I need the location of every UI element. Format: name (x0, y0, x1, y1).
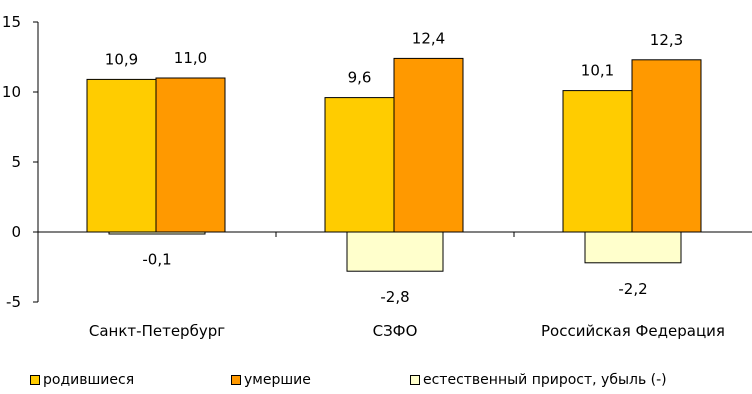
y-tick-label: 15 (2, 13, 21, 31)
data-label-births: 10,9 (105, 50, 138, 68)
x-category-label: Санкт-Петербург (89, 322, 225, 340)
legend-swatch-natural-growth (410, 375, 420, 385)
bar-deaths (393, 57, 464, 233)
y-tick-label: -5 (6, 293, 21, 311)
legend-swatch-deaths (231, 375, 241, 385)
data-label-births: 9,6 (348, 69, 372, 87)
y-tick-label: 5 (11, 153, 21, 171)
data-label-deaths: 12,3 (650, 31, 683, 49)
bar-births (562, 90, 633, 233)
y-tick-label: 10 (2, 83, 21, 101)
legend: родившиеся умершие естественный прирост,… (0, 372, 752, 394)
bar-deaths (155, 77, 226, 233)
bar-deaths (631, 59, 702, 233)
data-label-natural-growth: -2,2 (618, 280, 647, 298)
data-label-natural-growth: -2,8 (380, 288, 409, 306)
x-category-label: СЗФО (373, 322, 418, 340)
bar-natural-growth (346, 231, 444, 272)
x-category-label: Российская Федерация (541, 322, 725, 340)
bar-births (86, 78, 157, 233)
y-tick-label: 0 (11, 223, 21, 241)
data-label-births: 10,1 (581, 62, 614, 80)
bar-births (324, 97, 395, 233)
legend-label-births: родившиеся (43, 372, 135, 388)
data-label-deaths: 12,4 (412, 29, 445, 47)
legend-label-deaths: умершие (244, 372, 311, 388)
legend-swatch-births (30, 375, 40, 385)
data-label-deaths: 11,0 (174, 49, 207, 67)
chart: 15 10 5 0 -5 10,9 11,0 -0,1 Санкт-Петербург 9,6 12… (2, 13, 752, 340)
legend-item-deaths: умершие (231, 372, 311, 388)
bar-natural-growth (584, 231, 682, 264)
data-label-natural-growth: -0,1 (142, 250, 171, 268)
legend-item-natural-growth: естественный прирост, убыль (-) (410, 372, 667, 388)
legend-item-births: родившиеся (30, 372, 134, 388)
legend-label-natural-growth: естественный прирост, убыль (-) (423, 372, 667, 388)
